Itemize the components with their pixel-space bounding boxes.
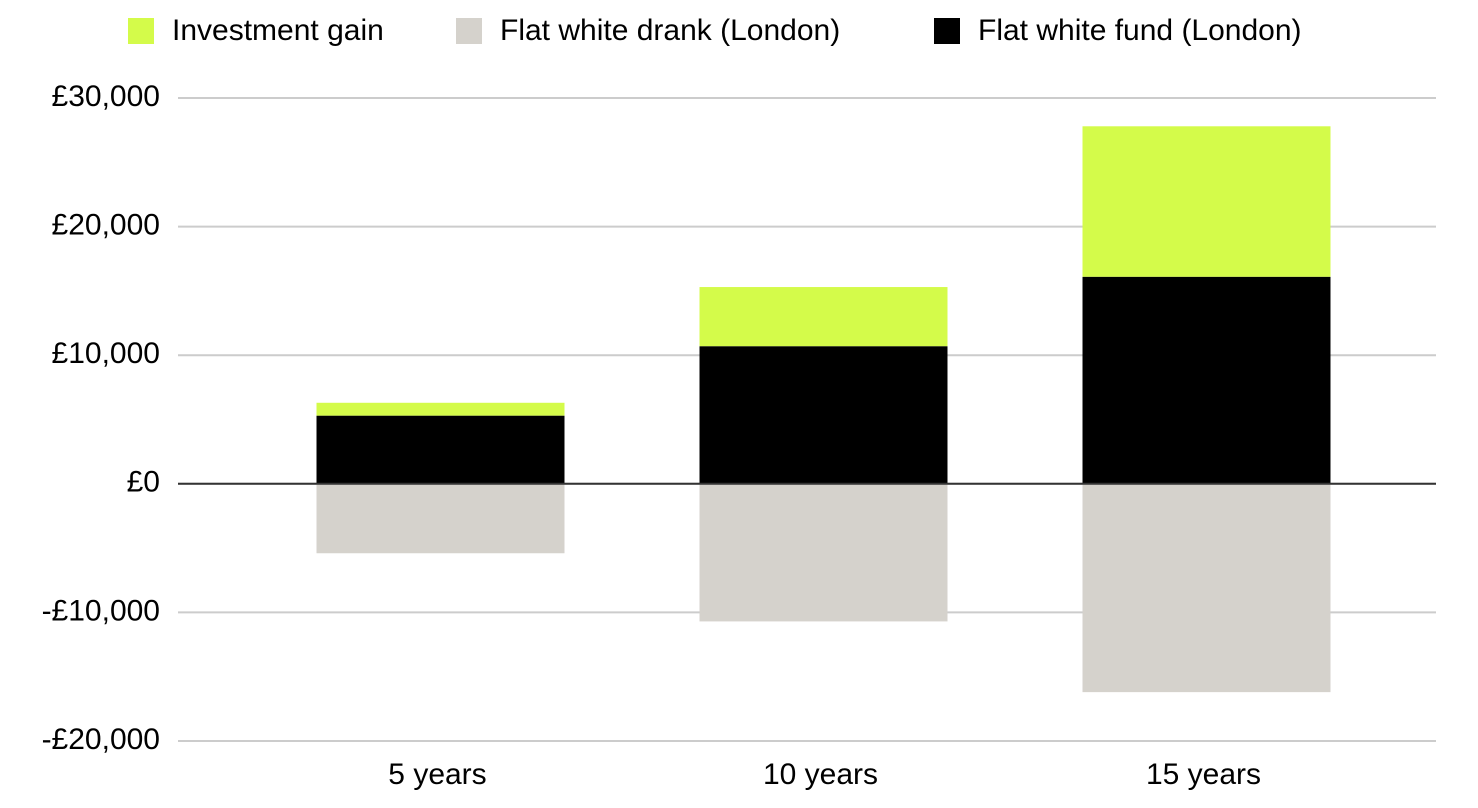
bar (316, 415, 565, 484)
y-tick-label: £30,000 (52, 80, 160, 113)
bar (316, 483, 565, 554)
bar (1082, 276, 1331, 484)
y-tick-label: £10,000 (52, 337, 160, 370)
legend-swatch (128, 18, 154, 44)
bar (1082, 483, 1331, 693)
y-tick-label: £20,000 (52, 209, 160, 242)
legend-label: Flat white fund (London) (978, 14, 1302, 47)
x-tick-label: 15 years (1146, 758, 1261, 791)
x-tick-label: 5 years (388, 758, 486, 791)
bar (699, 346, 948, 484)
y-tick-label: £0 (127, 466, 160, 499)
bar (316, 402, 565, 416)
legend-label: Flat white drank (London) (500, 14, 840, 47)
y-tick-label: -£10,000 (42, 594, 160, 627)
bar (699, 483, 948, 622)
legend-label: Investment gain (172, 14, 384, 47)
legend-swatch (456, 18, 482, 44)
bar (699, 287, 948, 347)
x-tick-label: 10 years (763, 758, 878, 791)
y-tick-label: -£20,000 (42, 723, 160, 756)
legend-swatch (934, 18, 960, 44)
bar (1082, 126, 1331, 277)
